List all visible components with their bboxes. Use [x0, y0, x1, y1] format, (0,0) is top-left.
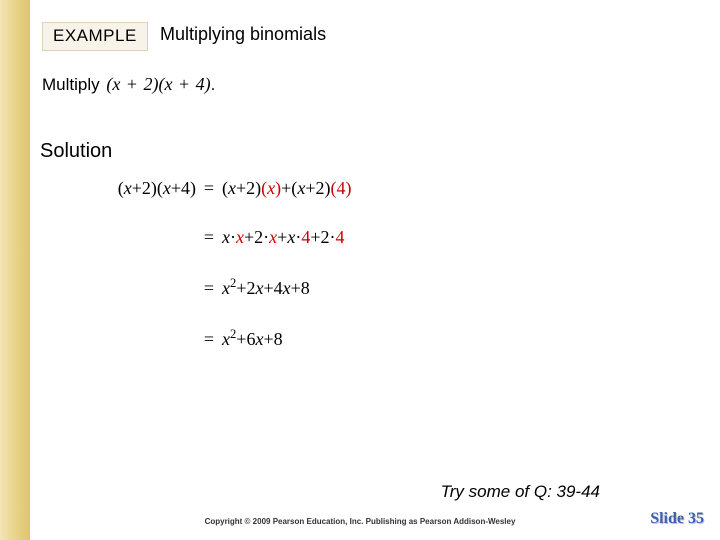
work-row: (x+2)(x+4) = (x+2)(x)+(x+2)(4): [70, 178, 351, 199]
work-rhs: x·x+2·x+x·4+2·4: [218, 227, 344, 248]
example-badge-label: EXAMPLE: [53, 26, 137, 45]
try-some-text: Try some of Q: 39-44: [441, 482, 600, 502]
work-rhs: x2+6x+8: [218, 327, 283, 350]
work-row: = x2+6x+8: [70, 327, 351, 350]
work-rhs: x2+2x+4x+8: [218, 276, 310, 299]
equals-sign: =: [200, 227, 218, 248]
example-badge: EXAMPLE: [42, 22, 148, 51]
work-lhs: (x+2)(x+4): [70, 178, 200, 199]
solution-heading: Solution: [40, 140, 112, 163]
left-accent-bar: [0, 0, 30, 540]
problem-period: .: [211, 75, 216, 94]
slide: EXAMPLE Multiplying binomials Multiply (…: [0, 0, 720, 540]
equals-sign: =: [200, 329, 218, 350]
slide-number: Slide 35: [650, 510, 704, 528]
work-rhs: (x+2)(x)+(x+2)(4): [218, 178, 351, 199]
problem-expression: (x + 2)(x + 4): [106, 74, 210, 94]
solution-work: (x+2)(x+4) = (x+2)(x)+(x+2)(4) = x·x+2·x…: [70, 178, 351, 378]
copyright-text: Copyright © 2009 Pearson Education, Inc.…: [0, 517, 720, 526]
work-row: = x2+2x+4x+8: [70, 276, 351, 299]
work-row: = x·x+2·x+x·4+2·4: [70, 227, 351, 248]
problem-verb: Multiply: [42, 75, 100, 94]
problem-statement: Multiply (x + 2)(x + 4).: [42, 74, 215, 95]
equals-sign: =: [200, 278, 218, 299]
slide-title: Multiplying binomials: [160, 24, 326, 45]
equals-sign: =: [200, 178, 218, 199]
